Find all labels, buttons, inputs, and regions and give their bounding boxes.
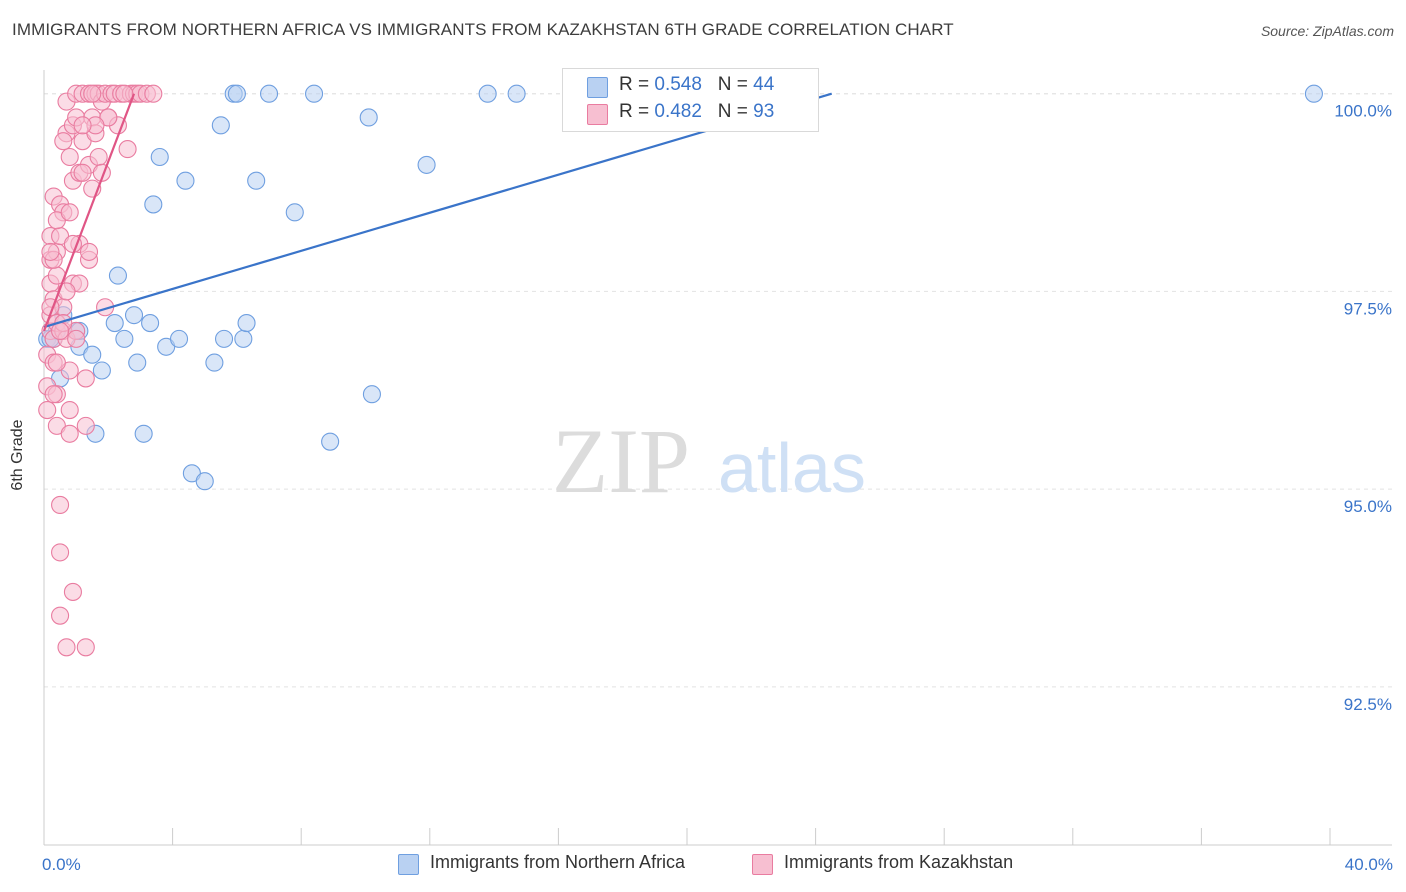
data-point — [57, 638, 76, 657]
data-point — [141, 314, 160, 333]
data-point — [195, 472, 214, 491]
x-tick-label-max: 40.0% — [1345, 855, 1393, 874]
x-tick-label-min: 0.0% — [42, 855, 81, 874]
data-point — [134, 424, 153, 443]
data-point — [67, 329, 86, 348]
data-point — [51, 495, 70, 514]
data-point — [234, 329, 253, 348]
data-point — [108, 266, 127, 285]
legend-swatch-kazakhstan — [587, 104, 608, 125]
data-point — [507, 84, 526, 103]
data-point — [44, 385, 63, 404]
data-point — [247, 171, 266, 190]
data-point — [60, 203, 79, 222]
data-point — [237, 314, 256, 333]
data-point — [76, 369, 95, 388]
data-point — [83, 345, 102, 364]
data-point — [321, 432, 340, 451]
data-point — [124, 306, 144, 325]
axes — [43, 70, 1392, 846]
trend-lines — [42, 92, 832, 332]
data-point — [227, 84, 246, 103]
chart-title: IMMIGRANTS FROM NORTHERN AFRICA VS IMMIG… — [12, 20, 954, 39]
watermark-atlas: atlas — [718, 429, 866, 507]
data-point — [417, 155, 436, 174]
data-point — [285, 203, 304, 222]
data-point — [211, 116, 230, 135]
data-point — [305, 84, 324, 103]
data-point — [79, 242, 99, 261]
data-point — [54, 132, 73, 151]
data-point — [83, 84, 102, 103]
data-point — [169, 329, 189, 348]
tick-labels: 92.5% 95.0% 97.5% 100.0% 0.0% 40.0% — [42, 102, 1393, 874]
data-point — [63, 582, 82, 601]
data-point — [144, 195, 163, 214]
data-points — [38, 84, 1323, 657]
data-point — [41, 242, 60, 261]
watermark-zip: ZIP — [552, 410, 690, 512]
data-point — [150, 147, 169, 167]
source-label: Source: ZipAtlas.com — [1260, 23, 1394, 39]
data-point — [176, 171, 195, 190]
legend-n-northern-africa: 44 — [753, 74, 775, 95]
bottom-legend-label-kazakhstan: Immigrants from Kazakhstan — [784, 852, 1014, 872]
data-point — [51, 543, 70, 562]
data-point — [60, 147, 79, 167]
trend-line-northern-africa — [43, 92, 832, 329]
data-point — [478, 84, 497, 103]
data-point — [115, 329, 134, 348]
bottom-legend-swatch-kazakhstan — [752, 854, 773, 875]
legend-swatch-northern-africa — [587, 77, 608, 98]
data-point — [259, 84, 279, 103]
data-point — [60, 424, 79, 443]
bottom-legend-swatch-northern-africa — [398, 854, 419, 875]
trend-line-kazakhstan — [42, 93, 136, 332]
data-point — [60, 401, 79, 420]
bottom-legend-label-northern-africa: Immigrants from Northern Africa — [430, 852, 686, 872]
data-point — [359, 108, 378, 127]
data-point — [76, 416, 95, 435]
data-point — [76, 638, 95, 657]
data-point — [362, 385, 381, 404]
data-point — [1304, 84, 1323, 103]
data-point — [105, 314, 124, 333]
data-point — [214, 329, 234, 348]
gridlines — [44, 93, 1392, 688]
data-point — [118, 140, 137, 159]
data-point — [38, 401, 57, 420]
data-point — [144, 84, 163, 103]
legend-n-kazakhstan: 93 — [753, 101, 775, 122]
data-point — [73, 116, 92, 135]
data-point — [73, 163, 92, 182]
y-tick-label: 97.5% — [1344, 299, 1392, 318]
data-point — [89, 147, 108, 167]
y-tick-label: 95.0% — [1344, 497, 1392, 516]
data-point — [205, 353, 224, 372]
data-point — [92, 361, 111, 380]
legend-r-northern-africa: 0.548 — [654, 74, 702, 95]
legend-r-kazakhstan: 0.482 — [654, 101, 702, 122]
y-tick-label: 92.5% — [1344, 695, 1392, 714]
y-tick-label: 100.0% — [1334, 102, 1392, 121]
data-point — [128, 353, 147, 372]
data-point — [47, 353, 66, 372]
data-point — [115, 84, 134, 103]
correlation-legend: R = 0.548 N = 44 R = 0.482 N = 93 — [562, 68, 819, 132]
data-point — [51, 606, 70, 625]
